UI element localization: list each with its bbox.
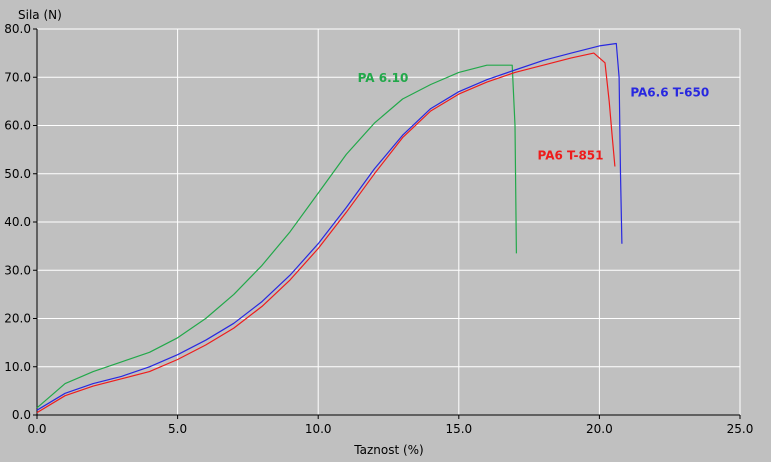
series-line-2 bbox=[36, 42, 623, 411]
series-lines bbox=[36, 42, 623, 414]
x-tick-label: 15.0 bbox=[445, 422, 472, 436]
axes bbox=[33, 28, 741, 419]
grid-lines bbox=[36, 28, 741, 416]
y-tick-label: 20.0 bbox=[4, 312, 31, 326]
series-labels: PA 6.10 PA6 T-851 PA6.6 T-650 bbox=[358, 71, 710, 162]
y-tick-label: 10.0 bbox=[4, 360, 31, 374]
x-tick-label: 10.0 bbox=[305, 422, 332, 436]
y-axis-label: Sila (N) bbox=[18, 8, 62, 22]
y-tick-label: 50.0 bbox=[4, 167, 31, 181]
series-line-0 bbox=[36, 64, 517, 409]
x-tick-label: 25.0 bbox=[727, 422, 754, 436]
series-label-0: PA 6.10 bbox=[358, 71, 409, 85]
y-tick-label: 60.0 bbox=[4, 119, 31, 133]
y-tick-label: 80.0 bbox=[4, 22, 31, 36]
series-label-1: PA6 T-851 bbox=[538, 148, 604, 162]
y-tick-label: 30.0 bbox=[4, 263, 31, 277]
x-tick-label: 0.0 bbox=[27, 422, 46, 436]
series-line-1 bbox=[36, 52, 616, 414]
x-tick-label: 20.0 bbox=[586, 422, 613, 436]
tick-labels: 0.0 5.0 10.0 15.0 20.0 25.0 0.0 10.0 20.0 30.0 40.… bbox=[4, 22, 753, 436]
x-axis-label: Taznost (%) bbox=[353, 443, 423, 457]
series-label-2: PA6.6 T-650 bbox=[630, 86, 709, 100]
x-tick-label: 5.0 bbox=[168, 422, 187, 436]
y-tick-label: 70.0 bbox=[4, 70, 31, 84]
y-tick-label: 0.0 bbox=[12, 408, 31, 422]
y-tick-label: 40.0 bbox=[4, 215, 31, 229]
